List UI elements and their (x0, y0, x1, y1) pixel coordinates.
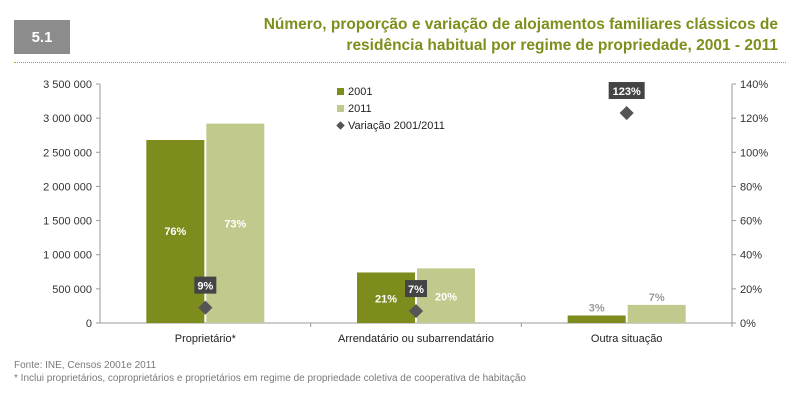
variation-marker (619, 105, 634, 121)
variation-marker (198, 300, 213, 315)
figure-number-badge: 5.1 (14, 20, 70, 54)
bar-data-label: 73% (224, 218, 246, 230)
right-tick-label: 140% (740, 79, 768, 91)
legend-swatch-variation (336, 121, 345, 130)
bar-chart: 0 500 000 1 000 000 1 500 000 2 000 000 2 500… (43, 79, 768, 345)
category-label: Proprietário* (175, 333, 237, 345)
right-tick-label: 120% (740, 113, 768, 125)
variation-label-box (608, 82, 645, 100)
source-notes: Fonte: INE, Censos 2001e 2011 * Inclui p… (14, 359, 526, 385)
category-label: Arrendatário ou subarrendatário (338, 333, 494, 345)
variation-marker (408, 303, 424, 319)
chart-title-line-1: Número, proporção e variação de alojamen… (263, 16, 778, 33)
left-tick-label: 1 000 000 (43, 250, 92, 262)
variation-label: 123% (613, 86, 641, 98)
right-tick-label: 40% (740, 250, 762, 262)
left-tick-label: 0 (86, 318, 92, 330)
left-tick-label: 2 500 000 (43, 147, 92, 159)
variation-label: 7% (408, 284, 424, 296)
variation-label-box (194, 276, 217, 294)
bar-data-label: 76% (164, 226, 186, 238)
variation-label-box (405, 280, 427, 298)
bar-data-label: 3% (589, 302, 605, 314)
right-tick-label: 20% (740, 284, 762, 296)
bar-data-label: 7% (649, 292, 665, 304)
left-tick-label: 1 500 000 (43, 216, 92, 228)
legend-swatch-2011 (337, 105, 344, 112)
category-label: Outra situação (591, 333, 663, 345)
right-tick-label: 80% (740, 181, 762, 193)
footnote-text: * Inclui proprietários, coproprietários … (14, 373, 526, 384)
bar-2001 (567, 315, 626, 323)
chart-title-line-2: residência habitual por regime de propri… (346, 37, 778, 54)
left-tick-label: 2 000 000 (43, 181, 92, 193)
right-tick-label: 100% (740, 147, 768, 159)
bar-2011 (627, 304, 686, 323)
left-tick-label: 3 500 000 (43, 79, 92, 91)
source-text: Fonte: INE, Censos 2001e 2011 (14, 360, 157, 371)
variation-label: 9% (197, 281, 213, 293)
legend-label: 2011 (348, 103, 372, 115)
legend-label: Variação 2001/2011 (348, 120, 445, 132)
right-tick-label: 60% (740, 216, 762, 228)
legend-label: 2001 (348, 86, 372, 98)
right-tick-label: 0% (740, 318, 756, 330)
left-tick-label: 500 000 (52, 284, 92, 296)
bar-data-label: 21% (375, 294, 397, 306)
bar-data-label: 20% (435, 292, 457, 304)
title-divider (14, 62, 786, 63)
legend-swatch-2001 (337, 88, 344, 95)
chart-title: Número, proporção e variação de alojamen… (138, 14, 778, 56)
left-tick-label: 3 000 000 (43, 113, 92, 125)
